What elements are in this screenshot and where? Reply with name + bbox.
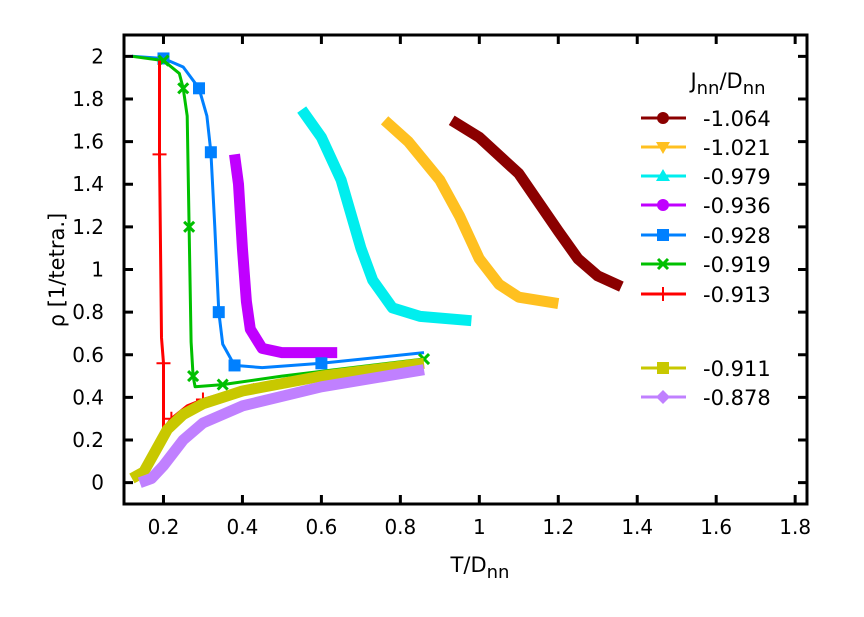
legend-item: -0.936 (641, 194, 771, 218)
data-point (656, 287, 670, 301)
series-line (137, 364, 425, 488)
y-tick-label: 1.6 (72, 130, 104, 154)
legend-item: -0.913 (641, 283, 771, 307)
data-point (212, 306, 225, 319)
series--0.919 (131, 54, 431, 391)
data-point (157, 52, 170, 65)
data-point (216, 378, 229, 391)
y-tick-label: 0.8 (72, 300, 104, 324)
data-point (193, 82, 206, 95)
y-tick-label: 1.4 (72, 172, 104, 196)
data-point (657, 112, 669, 124)
series--0.928 (131, 52, 425, 372)
data-point (183, 220, 196, 233)
series--0.911 (129, 357, 425, 484)
x-axis-label: T/Dnn (450, 553, 510, 583)
legend-item: -0.911 (641, 357, 771, 381)
y-tick-label: 1.8 (72, 87, 104, 111)
y-tick-label: 0 (91, 471, 104, 495)
data-point (156, 356, 171, 371)
series-line (131, 54, 425, 370)
y-axis-label: ρ [1/tetra.] (45, 213, 69, 327)
data-point (657, 362, 669, 374)
legend-title: Jnn/Dnn (688, 69, 765, 99)
legend-item: -1.064 (641, 107, 771, 131)
legend-label: -0.928 (703, 224, 771, 248)
legend-label: -0.878 (703, 386, 771, 410)
series-line (229, 153, 338, 359)
x-tick-label: 1.4 (621, 515, 653, 539)
data-point (656, 257, 670, 271)
x-tick-label: 0.2 (148, 515, 180, 539)
series-line (448, 115, 624, 292)
data-point (656, 169, 670, 181)
data-point (657, 199, 669, 211)
series--0.979 (297, 106, 472, 327)
x-tick-label: 1.2 (542, 515, 574, 539)
x-tick-label: 1.8 (779, 515, 811, 539)
legend-label: -0.919 (703, 253, 771, 277)
x-tick-label: 1 (473, 515, 486, 539)
y-tick-label: 0.6 (72, 343, 104, 367)
y-tick-label: 1 (91, 258, 104, 282)
y-tick-label: 2 (91, 44, 104, 68)
data-point (315, 357, 328, 370)
legend-item: -0.878 (641, 386, 771, 410)
data-point (152, 147, 167, 162)
data-point (228, 359, 241, 372)
y-tick-label: 0.4 (72, 385, 104, 409)
series-line (129, 357, 425, 484)
data-point (656, 142, 670, 154)
series--1.064 (448, 115, 624, 292)
legend-label: -0.911 (703, 357, 771, 381)
data-point (656, 390, 670, 404)
data-point (657, 229, 669, 241)
series-line (131, 54, 425, 389)
series--0.878 (137, 364, 425, 488)
legend-item: -1.021 (641, 136, 771, 160)
legend-label: -1.021 (703, 136, 771, 160)
y-tick-label: 1.2 (72, 215, 104, 239)
legend-label: -0.979 (703, 165, 771, 189)
series-line (380, 116, 560, 310)
data-point (204, 146, 217, 159)
series--0.936 (229, 153, 338, 359)
legend-label: -0.936 (703, 194, 771, 218)
data-point (187, 370, 200, 383)
data-point (177, 82, 190, 95)
legend-item: -0.919 (641, 253, 771, 277)
series-line (297, 106, 472, 327)
legend: Jnn/Dnn -1.064 -1.021 -0.979 -0.936 -0.928 -0.… (641, 69, 771, 410)
legend-item: -0.928 (641, 224, 771, 248)
legend-item: -0.979 (641, 165, 771, 189)
series--1.021 (380, 116, 560, 310)
x-tick-label: 0.8 (384, 515, 416, 539)
x-tick-label: 0.6 (305, 515, 337, 539)
y-tick-label: 0.2 (72, 428, 104, 452)
legend-label: -0.913 (703, 283, 771, 307)
x-tick-label: 1.6 (700, 515, 732, 539)
legend-label: -1.064 (703, 107, 771, 131)
x-tick-label: 0.4 (227, 515, 259, 539)
